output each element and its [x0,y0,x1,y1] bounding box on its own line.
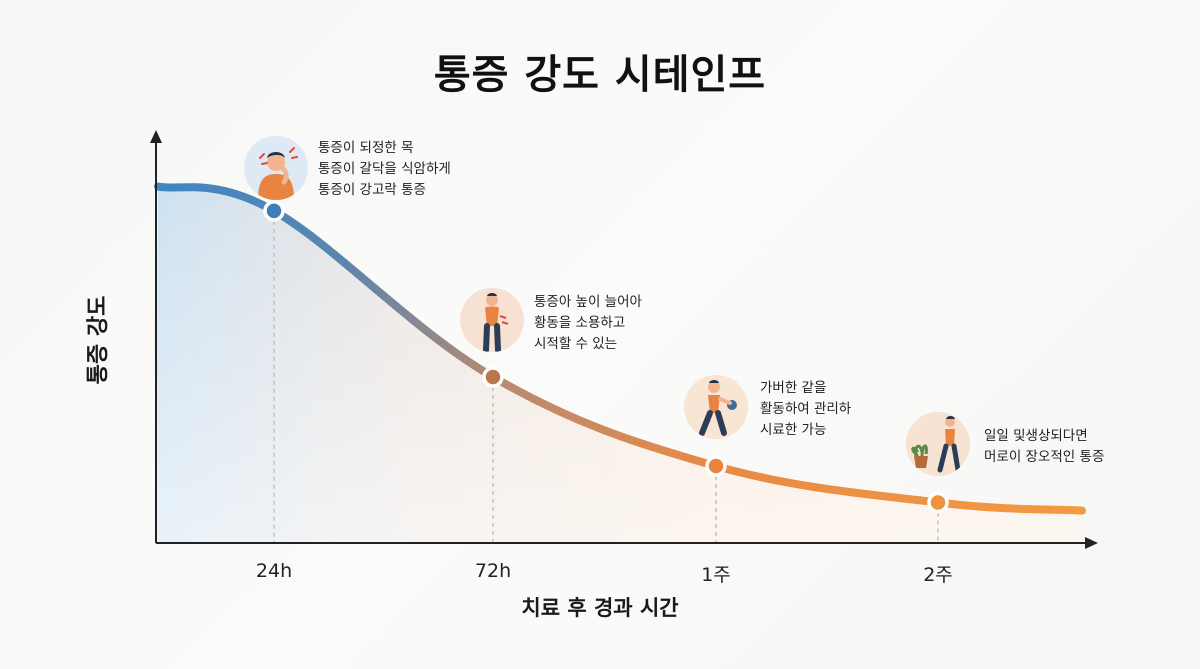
person-walking-icon [684,375,748,439]
x-axis-label: 치료 후 경과 시간 [521,596,679,620]
data-point [263,200,285,222]
x-tick-label: 24h [255,560,293,582]
area-fade [156,186,1082,543]
annotation-line: 통증아 높이 늘어아 [534,294,642,310]
person-back-pain-icon [460,288,524,352]
x-axis-arrow [1085,537,1098,549]
annotation-line: 일일 및생상되다면 [984,428,1088,444]
y-axis-arrow [150,130,162,143]
annotation-line: 가버한 같을 [760,380,827,396]
y-axis-label: 통증 강도 [86,295,111,385]
annotation-line: 시료한 가능 [760,422,827,438]
x-tick-label: 72h [474,560,512,582]
x-tick-label: 2주 [923,564,953,586]
annotation-line: 통증이 되정한 목 [318,140,414,156]
x-tick-label: 1주 [701,564,731,586]
annotation-72h: 통증아 높이 늘어아 황동을 소용하고 시적할 수 있는 [534,292,642,355]
person-neck-pain-icon [244,136,308,200]
person-walking-plant-icon [906,412,970,476]
annotation-line: 황동을 소용하고 [534,315,626,331]
annotation-24h: 통증이 되정한 목 통증이 갈닥을 식암하게 통증이 강고락 통증 [318,138,451,201]
annotation-line: 활동하여 관리하 [760,401,852,417]
annotation-line: 통증이 갈닥을 식암하게 [318,161,451,177]
data-point [927,491,949,514]
annotation-1w: 가버한 같을 활동하여 관리하 시료한 가능 [760,378,851,441]
data-point [482,366,504,388]
chart-title: 통증 강도 시테인프 [433,52,767,98]
data-point [705,455,727,477]
annotation-line: 시적할 수 있는 [534,336,618,352]
annotation-line: 통증이 강고락 통증 [318,182,426,198]
annotation-2w: 일일 및생상되다면 머로이 장오적인 통증 [984,426,1104,468]
annotation-line: 머로이 장오적인 통증 [984,449,1105,465]
